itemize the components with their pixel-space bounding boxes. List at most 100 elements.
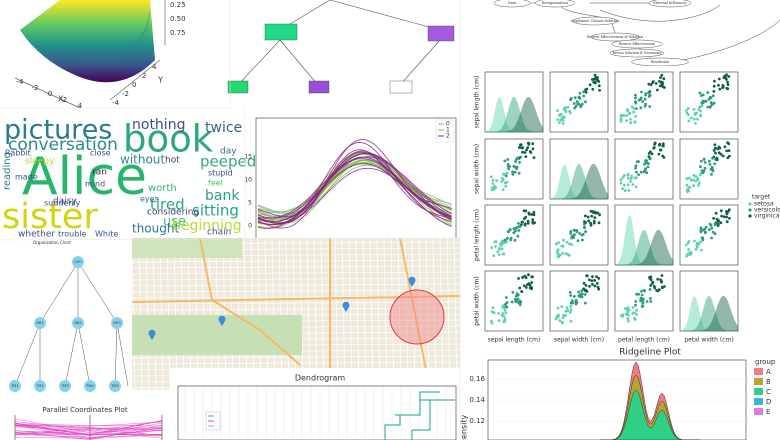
point <box>593 279 597 282</box>
point <box>497 312 500 315</box>
point <box>501 312 505 315</box>
point <box>717 151 721 155</box>
tree-node <box>427 25 455 42</box>
kde <box>679 295 738 332</box>
point <box>501 178 505 182</box>
word: feel <box>208 179 223 188</box>
point <box>572 102 576 105</box>
point <box>569 319 573 323</box>
point <box>635 107 638 110</box>
tree-node <box>264 23 298 41</box>
point <box>693 113 697 116</box>
point <box>517 229 521 232</box>
point <box>695 244 699 247</box>
point <box>619 181 623 185</box>
point <box>530 275 534 279</box>
point <box>708 159 711 163</box>
point <box>627 319 630 323</box>
point <box>629 177 633 180</box>
point <box>712 216 715 220</box>
label: DR3 <box>113 321 120 325</box>
point <box>522 209 526 213</box>
point <box>623 307 627 310</box>
point <box>684 243 688 247</box>
point <box>693 239 696 243</box>
point <box>719 209 723 213</box>
point <box>508 165 511 168</box>
point <box>505 305 509 309</box>
point <box>726 83 730 86</box>
point <box>619 117 623 121</box>
street <box>180 238 185 390</box>
point <box>499 244 503 248</box>
point <box>577 95 581 99</box>
point <box>516 234 520 238</box>
street <box>132 355 460 359</box>
point <box>573 106 577 110</box>
point <box>504 174 508 178</box>
point <box>726 87 730 91</box>
point <box>662 156 666 159</box>
street <box>355 238 360 390</box>
point <box>659 76 662 79</box>
point <box>588 83 592 87</box>
point <box>569 230 573 233</box>
street <box>138 238 143 390</box>
subplot <box>484 204 544 266</box>
point <box>573 233 576 237</box>
point <box>524 215 528 219</box>
surface-line <box>68 38 151 59</box>
label: Y <box>157 76 163 85</box>
word: sitting <box>192 202 239 220</box>
point <box>634 164 638 168</box>
point <box>699 240 702 244</box>
point <box>696 241 699 245</box>
point <box>591 282 594 286</box>
point <box>578 232 582 235</box>
point <box>494 240 498 244</box>
point <box>701 99 705 103</box>
point <box>585 290 589 293</box>
point <box>514 300 518 303</box>
point <box>708 163 712 166</box>
word: Alice <box>22 147 147 207</box>
label: CEO <box>74 260 82 264</box>
word: considering <box>147 208 199 218</box>
point <box>499 242 502 245</box>
point <box>726 80 729 84</box>
map <box>132 238 460 390</box>
point <box>556 109 559 112</box>
point <box>491 182 495 185</box>
label: sepal width (cm) <box>474 144 481 194</box>
point <box>706 91 710 94</box>
point <box>590 214 594 218</box>
curve <box>257 153 452 225</box>
point <box>513 297 517 301</box>
point <box>687 113 690 116</box>
point <box>518 161 521 164</box>
point <box>700 248 704 252</box>
point <box>504 184 508 188</box>
point <box>685 177 689 181</box>
point <box>629 118 632 121</box>
flow-node <box>572 16 618 26</box>
point <box>598 213 601 217</box>
point <box>718 146 722 150</box>
word: peeped <box>200 153 256 171</box>
label: -2 <box>32 84 39 92</box>
point <box>711 94 715 98</box>
label: TM1 <box>10 384 18 388</box>
point <box>649 284 652 287</box>
point <box>655 88 659 92</box>
point <box>725 212 729 216</box>
separator <box>0 237 461 241</box>
point <box>492 311 496 315</box>
point <box>646 165 650 169</box>
point <box>692 174 696 177</box>
word: twice <box>205 120 242 136</box>
point <box>700 104 704 107</box>
point <box>692 117 696 121</box>
point <box>577 290 581 294</box>
point <box>702 157 706 161</box>
point <box>699 114 703 118</box>
